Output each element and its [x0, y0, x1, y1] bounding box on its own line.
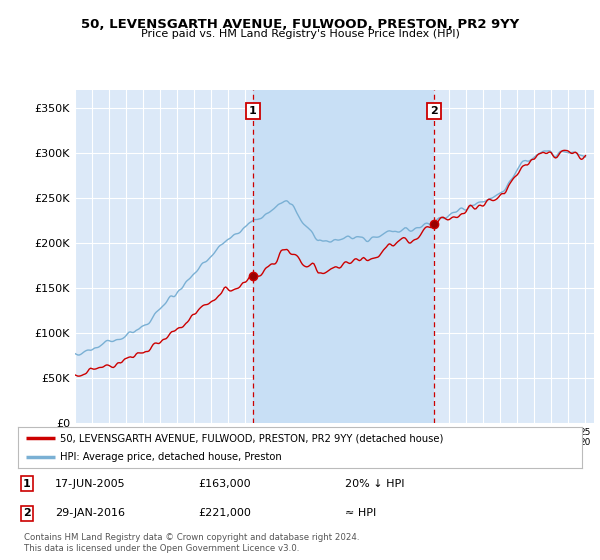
Text: 2: 2 [430, 106, 437, 116]
Text: ≈ HPI: ≈ HPI [345, 508, 376, 519]
Text: 20% ↓ HPI: 20% ↓ HPI [345, 479, 404, 489]
Text: £221,000: £221,000 [199, 508, 251, 519]
Bar [253, 90, 434, 423]
Text: 1: 1 [23, 479, 31, 489]
Text: 2: 2 [23, 508, 31, 519]
Text: Contains HM Land Registry data © Crown copyright and database right 2024.
This d: Contains HM Land Registry data © Crown c… [24, 533, 359, 553]
Text: HPI: Average price, detached house, Preston: HPI: Average price, detached house, Pres… [60, 452, 282, 461]
Text: 50, LEVENSGARTH AVENUE, FULWOOD, PRESTON, PR2 9YY (detached house): 50, LEVENSGARTH AVENUE, FULWOOD, PRESTON… [60, 433, 443, 443]
Text: £163,000: £163,000 [199, 479, 251, 489]
Text: Price paid vs. HM Land Registry's House Price Index (HPI): Price paid vs. HM Land Registry's House … [140, 29, 460, 39]
Text: 50, LEVENSGARTH AVENUE, FULWOOD, PRESTON, PR2 9YY: 50, LEVENSGARTH AVENUE, FULWOOD, PRESTON… [81, 18, 519, 31]
Text: 1: 1 [249, 106, 257, 116]
Text: 17-JUN-2005: 17-JUN-2005 [55, 479, 125, 489]
Text: 29-JAN-2016: 29-JAN-2016 [55, 508, 125, 519]
